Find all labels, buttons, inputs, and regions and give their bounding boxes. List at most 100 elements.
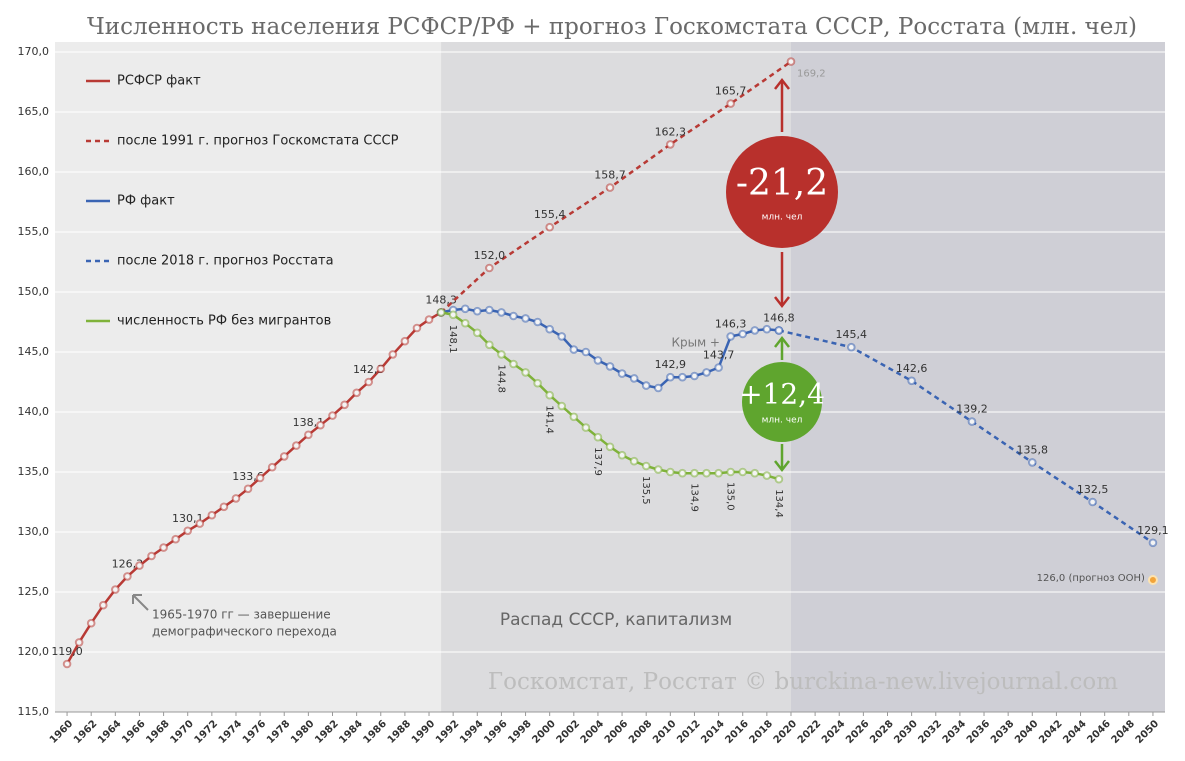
data-label: 134,4 [773, 489, 784, 518]
y-tick-label: 125,0 [18, 585, 50, 598]
data-point [400, 336, 410, 346]
data-label: 135,5 [640, 476, 651, 505]
data-point [907, 376, 916, 386]
x-tick-label: 2004 [579, 718, 606, 745]
y-tick-label: 115,0 [18, 705, 50, 718]
x-tick-label: 1974 [217, 718, 244, 745]
data-point [171, 534, 180, 544]
x-tick-label: 1966 [120, 718, 147, 745]
data-point [533, 317, 542, 327]
x-tick-label: 1992 [434, 718, 461, 745]
data-point [98, 600, 108, 610]
data-point [328, 411, 337, 420]
data-point [1148, 538, 1158, 548]
x-tick-label: 2036 [965, 718, 992, 745]
data-label: 135,8 [1017, 443, 1049, 456]
data-point [617, 369, 627, 378]
x-tick-label: 2040 [1013, 718, 1040, 745]
data-point [738, 329, 748, 339]
region [790, 42, 1165, 712]
data-point [581, 423, 591, 432]
x-tick-label: 2010 [651, 718, 678, 745]
arrow-head [774, 460, 790, 473]
data-point [774, 474, 784, 484]
data-point [726, 99, 735, 108]
data-point [581, 347, 591, 357]
data-label: 148,1 [447, 325, 458, 354]
data-point [666, 140, 675, 149]
x-tick-label: 2020 [772, 718, 799, 745]
data-point [545, 324, 554, 334]
y-tick-label: 165,0 [18, 105, 50, 118]
x-tick-label: 2034 [941, 718, 968, 745]
data-point [448, 310, 458, 320]
data-label: 119,0 [51, 645, 83, 658]
data-point [714, 363, 723, 372]
data-point [569, 345, 579, 354]
legend-label: РФ факт [117, 194, 175, 209]
data-label: 146,8 [763, 311, 795, 324]
data-point [231, 494, 241, 503]
badge [726, 136, 838, 248]
data-point [460, 318, 470, 328]
x-tick-label: 1978 [265, 718, 292, 745]
x-tick-label: 2028 [868, 718, 895, 745]
transition-arrow [132, 594, 149, 611]
data-label: 139,2 [956, 403, 988, 416]
x-tick-label: 1964 [96, 718, 123, 745]
x-tick-label: 2006 [603, 718, 630, 745]
x-tick-label: 2016 [723, 718, 750, 745]
badge-unit: млн. чел [762, 416, 803, 426]
data-label: 148,3 [425, 293, 457, 306]
y-tick-label: 155,0 [18, 225, 50, 238]
y-tick-label: 140,0 [18, 405, 50, 418]
legend-label: после 1991 г. прогноз Госкомстата СССР [117, 134, 399, 149]
chart-title: Численность населения РСФСР/РФ + прогноз… [87, 14, 1137, 40]
x-tick-label: 2022 [796, 718, 823, 745]
transition-note: 1965-1970 гг — завершение [152, 608, 331, 622]
x-tick-label: 2044 [1061, 718, 1088, 745]
x-tick-label: 2018 [748, 718, 775, 745]
x-tick-label: 1972 [193, 718, 220, 745]
data-point [460, 304, 470, 314]
x-tick-label: 2002 [555, 718, 582, 745]
data-point [629, 374, 639, 383]
data-point [678, 468, 687, 478]
data-label: 134,9 [688, 483, 699, 512]
data-point [605, 442, 615, 452]
x-tick-label: 2024 [820, 718, 847, 745]
data-label: 162,3 [655, 125, 687, 138]
data-point [497, 350, 506, 359]
x-tick-label: 2046 [1085, 718, 1112, 745]
data-point [786, 57, 796, 66]
x-tick-label: 1976 [241, 718, 268, 745]
arrow-head [774, 77, 790, 90]
badge-unit: млн. чел [762, 213, 803, 223]
data-point [279, 452, 289, 461]
x-tick-label: 2008 [627, 718, 654, 745]
data-point [967, 417, 977, 426]
x-tick-label: 2012 [675, 718, 702, 745]
data-point [750, 326, 760, 335]
data-point [267, 462, 277, 472]
x-tick-label: 1984 [337, 718, 364, 745]
data-label: 142,9 [655, 358, 687, 371]
data-point [653, 383, 663, 393]
data-point [292, 441, 301, 450]
data-point [219, 502, 229, 512]
data-label: 165,7 [715, 85, 747, 98]
x-tick-label: 2026 [844, 718, 871, 745]
arrow-head [774, 335, 790, 348]
data-point [304, 430, 313, 440]
data-label: 130,1 [172, 512, 204, 525]
data-point [111, 585, 120, 594]
data-label: 135,0 [725, 482, 736, 511]
x-tick-label: 1980 [289, 718, 316, 745]
data-point [195, 519, 205, 528]
data-point [1088, 497, 1097, 507]
y-tick-label: 150,0 [18, 285, 50, 298]
y-tick-label: 145,0 [18, 345, 50, 358]
data-point [690, 468, 699, 478]
watermark: Госкомстат, Росстат © burckina-new.livej… [488, 669, 1118, 695]
